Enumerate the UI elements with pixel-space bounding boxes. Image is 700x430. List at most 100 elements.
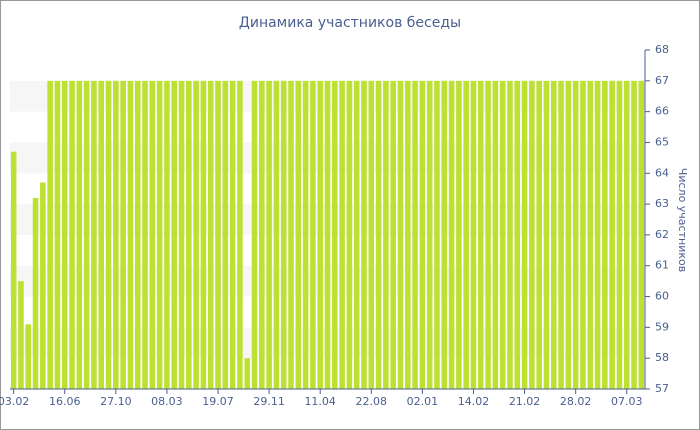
bar — [142, 80, 148, 390]
bar — [580, 80, 586, 390]
bar — [120, 80, 126, 390]
x-tick-label: 21.02 — [509, 395, 541, 408]
bar — [288, 80, 294, 390]
bar — [113, 80, 119, 390]
bar — [200, 80, 207, 390]
bar — [280, 80, 287, 390]
bar — [178, 80, 185, 390]
bar — [558, 80, 564, 390]
bar — [521, 80, 528, 390]
bar — [18, 281, 24, 389]
bar — [324, 80, 331, 390]
bar — [91, 80, 97, 390]
bar — [412, 80, 418, 390]
bar — [638, 80, 645, 390]
bar — [244, 358, 250, 389]
bar — [565, 80, 572, 390]
bar — [353, 80, 360, 390]
x-tick-label: 03.02 — [0, 395, 29, 408]
bar — [25, 324, 32, 389]
x-tick-label: 19.07 — [202, 395, 234, 408]
bar — [441, 80, 448, 390]
bar — [405, 80, 411, 390]
bar — [492, 80, 499, 390]
x-tick-label: 14.02 — [458, 395, 490, 408]
y-tick-label: 61 — [655, 259, 669, 272]
bar — [332, 80, 338, 390]
bar — [273, 80, 280, 390]
y-tick-label: 59 — [655, 320, 669, 333]
bar — [295, 80, 302, 390]
y-tick-label: 66 — [655, 105, 669, 118]
bar — [32, 197, 39, 389]
y-tick-label: 60 — [655, 290, 669, 303]
x-tick-label: 16.06 — [49, 395, 81, 408]
x-tick-label: 22.08 — [356, 395, 388, 408]
bar — [594, 80, 601, 390]
bar — [215, 80, 221, 390]
bar — [193, 80, 199, 390]
bar — [346, 80, 353, 390]
x-tick-label: 02.01 — [407, 395, 439, 408]
y-tick-label: 64 — [655, 166, 669, 179]
x-tick-label: 07.03 — [611, 395, 643, 408]
bar — [470, 80, 477, 390]
bar — [536, 80, 542, 390]
bar — [572, 80, 579, 390]
bar — [587, 80, 594, 390]
bar — [229, 80, 236, 390]
y-tick-label: 68 — [655, 43, 669, 56]
bar — [134, 80, 141, 390]
bar — [317, 80, 323, 390]
bar — [383, 80, 389, 390]
bar — [514, 80, 521, 390]
bar — [631, 80, 637, 390]
bar — [259, 80, 265, 390]
y-axis-label: Число участников — [676, 168, 689, 272]
bar — [47, 80, 53, 390]
bar — [456, 80, 462, 390]
bar — [164, 80, 170, 390]
y-tick-label: 67 — [655, 74, 669, 87]
bar — [368, 80, 375, 390]
bar — [54, 80, 61, 390]
bar — [426, 80, 433, 390]
bar — [251, 80, 258, 390]
bar — [478, 80, 484, 390]
bar — [361, 80, 367, 390]
bar — [609, 80, 615, 390]
y-tick-label: 58 — [655, 351, 669, 364]
bar — [156, 80, 163, 390]
bar — [266, 80, 272, 390]
bar — [602, 80, 608, 390]
bar — [616, 80, 623, 390]
bar — [310, 80, 316, 390]
x-tick-label: 08.03 — [151, 395, 183, 408]
bar — [623, 80, 630, 390]
bar — [105, 80, 112, 390]
bar — [149, 80, 156, 390]
bar — [302, 80, 309, 390]
bar — [499, 80, 506, 390]
bar — [529, 80, 535, 390]
chart-title: Динамика участников беседы — [239, 15, 461, 31]
x-tick-label: 11.04 — [304, 395, 336, 408]
bar — [222, 80, 229, 390]
bar — [485, 80, 491, 390]
bar — [339, 80, 345, 390]
bar — [390, 80, 396, 390]
bar — [127, 80, 134, 390]
x-tick-label: 27.10 — [100, 395, 132, 408]
bar — [397, 80, 404, 390]
bar — [419, 80, 426, 390]
bar — [207, 80, 214, 390]
y-tick-label: 63 — [655, 197, 669, 210]
y-tick-label: 62 — [655, 228, 669, 241]
bar — [61, 80, 68, 390]
bar — [98, 80, 105, 390]
y-tick-label: 65 — [655, 135, 669, 148]
bar — [543, 80, 550, 390]
bar — [448, 80, 455, 390]
x-tick-label: 28.02 — [560, 395, 592, 408]
